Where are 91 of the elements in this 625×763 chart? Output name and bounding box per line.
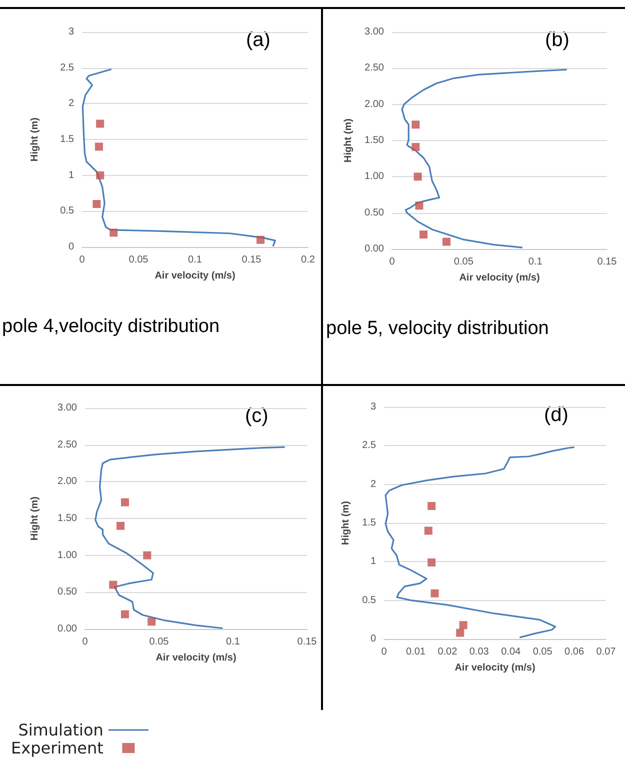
x-tick-label: 0.03 <box>469 646 490 658</box>
line-series <box>82 68 276 248</box>
legend-label: Simulation <box>18 720 104 740</box>
y-tick-label: 2.50 <box>364 62 384 74</box>
point <box>116 522 125 530</box>
y-tick-label: 1 <box>68 170 74 181</box>
y-tick-label: 3 <box>68 26 74 38</box>
x-axis-title: Air velocity (m/s) <box>156 652 236 664</box>
y-tick-label: 0.00 <box>58 624 78 634</box>
point <box>92 200 101 208</box>
point <box>428 558 436 566</box>
y-tick-label: 2 <box>370 478 376 490</box>
line-series <box>384 446 576 638</box>
y-tick-label: 0 <box>68 242 74 252</box>
legend-label: Experiment <box>10 738 104 758</box>
annotation: (b) <box>545 29 570 51</box>
y-axis-title: Hight (m) <box>340 501 352 545</box>
x-tick-label: 0 <box>82 636 88 648</box>
y-axis-title: Hight (m) <box>343 118 354 162</box>
y-tick-label: 0.5 <box>60 206 74 217</box>
x-tick-label: 0.05 <box>454 256 474 268</box>
x-tick-label: 0.07 <box>596 646 616 658</box>
x-tick-label: 0.1 <box>188 254 202 266</box>
line-series <box>401 68 568 248</box>
annotation: (c) <box>245 405 268 427</box>
point <box>412 143 420 152</box>
y-tick-label: 2 <box>68 98 74 110</box>
y-tick-label: 2.00 <box>58 476 78 488</box>
y-tick-label: 3.00 <box>58 402 78 414</box>
y-tick-label: 1.5 <box>362 518 376 528</box>
y-tick-label: 0.50 <box>58 586 78 598</box>
y-tick-label: 3 <box>370 402 376 412</box>
annotation: (d) <box>544 404 568 426</box>
y-tick-label: 2.5 <box>362 440 376 452</box>
point <box>109 580 118 589</box>
point <box>415 202 424 210</box>
y-tick-label: 0.00 <box>364 244 384 254</box>
x-tick-label: 0.2 <box>301 254 316 266</box>
x-tick-label: 0.15 <box>297 636 318 648</box>
x-tick-label: 0.15 <box>242 254 262 266</box>
line-series <box>94 446 286 630</box>
x-axis-title: Air velocity (m/s) <box>459 272 540 284</box>
point <box>110 228 118 237</box>
point <box>442 238 450 246</box>
point <box>120 610 129 618</box>
x-tick-label: 0.01 <box>406 646 426 658</box>
y-axis-title: Hight (m) <box>30 118 40 162</box>
y-tick-label: 2.50 <box>58 439 78 450</box>
y-tick-label: 0.5 <box>362 594 376 606</box>
point <box>430 589 439 598</box>
x-tick-label: 0.05 <box>128 254 149 266</box>
x-tick-label: 0.06 <box>564 646 584 658</box>
y-tick-label: 1.00 <box>58 550 78 561</box>
point <box>256 236 265 244</box>
y-axis-title: Hight (m) <box>30 496 40 540</box>
point <box>420 230 428 239</box>
x-tick-label: 0.02 <box>438 646 458 658</box>
x-axis-title: Air velocity (m/s) <box>454 662 536 674</box>
point <box>459 621 468 630</box>
point <box>414 172 422 181</box>
x-tick-label: 0.1 <box>528 256 543 268</box>
y-tick-label: 2.5 <box>60 62 74 74</box>
point <box>424 526 432 535</box>
point <box>96 171 104 180</box>
x-tick-label: 0.15 <box>597 256 618 268</box>
y-tick-label: 0.50 <box>364 207 384 218</box>
point <box>148 618 156 626</box>
point <box>428 502 436 510</box>
y-tick-label: 1.50 <box>58 513 78 524</box>
x-tick-label: 0.04 <box>501 646 522 658</box>
x-tick-label: 0.05 <box>149 636 170 648</box>
text: pole 4,velocity distribution <box>2 316 220 337</box>
point <box>412 120 420 129</box>
y-tick-label: 3.00 <box>364 26 384 38</box>
point <box>120 498 129 506</box>
x-axis-title: Air velocity (m/s) <box>154 270 236 282</box>
x-tick-label: 0 <box>79 254 86 266</box>
point <box>94 142 103 151</box>
x-tick-label: 0.05 <box>532 646 553 658</box>
y-tick-label: 1.5 <box>60 134 74 145</box>
x-tick-label: 0 <box>389 256 396 268</box>
y-tick-label: 1.50 <box>364 135 384 146</box>
annotation: (a) <box>246 29 270 51</box>
y-tick-label: 2.00 <box>364 98 384 110</box>
point <box>143 551 152 560</box>
text: pole 5, velocity distribution <box>326 318 549 339</box>
point <box>456 628 464 637</box>
point <box>96 120 104 128</box>
x-tick-label: 0.1 <box>226 636 240 648</box>
y-tick-label: 1.00 <box>364 171 384 182</box>
y-tick-label: 1 <box>370 556 376 568</box>
